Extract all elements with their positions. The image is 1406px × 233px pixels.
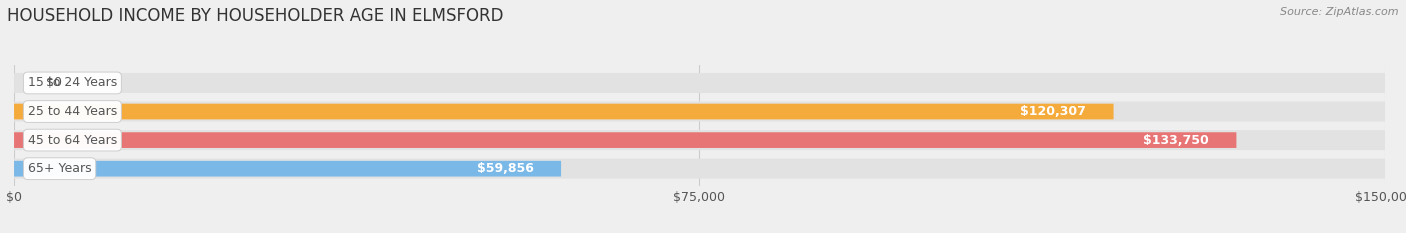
- Text: 45 to 64 Years: 45 to 64 Years: [28, 134, 117, 147]
- FancyBboxPatch shape: [14, 104, 1114, 119]
- Text: 65+ Years: 65+ Years: [28, 162, 91, 175]
- FancyBboxPatch shape: [14, 73, 1385, 93]
- Text: HOUSEHOLD INCOME BY HOUSEHOLDER AGE IN ELMSFORD: HOUSEHOLD INCOME BY HOUSEHOLDER AGE IN E…: [7, 7, 503, 25]
- FancyBboxPatch shape: [14, 132, 1236, 148]
- FancyBboxPatch shape: [14, 161, 561, 177]
- Text: 15 to 24 Years: 15 to 24 Years: [28, 76, 117, 89]
- Text: 25 to 44 Years: 25 to 44 Years: [28, 105, 117, 118]
- Text: $59,856: $59,856: [477, 162, 534, 175]
- Text: $133,750: $133,750: [1143, 134, 1209, 147]
- FancyBboxPatch shape: [14, 102, 1385, 122]
- Text: $120,307: $120,307: [1021, 105, 1085, 118]
- Text: $0: $0: [46, 76, 62, 89]
- FancyBboxPatch shape: [14, 159, 1385, 179]
- FancyBboxPatch shape: [14, 130, 1385, 150]
- Text: Source: ZipAtlas.com: Source: ZipAtlas.com: [1281, 7, 1399, 17]
